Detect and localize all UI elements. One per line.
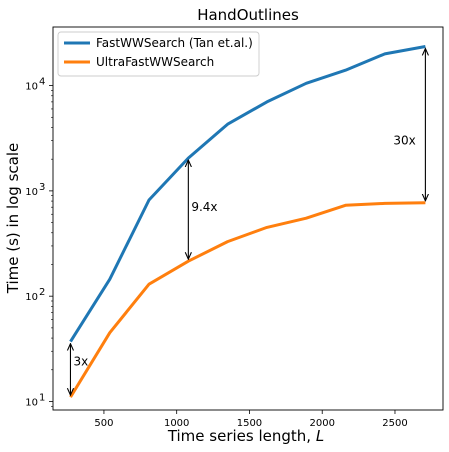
plot-frame <box>52 26 444 411</box>
x-tick-label: 2500 <box>382 418 407 429</box>
y-axis-label: Time (s) in log scale <box>4 143 22 295</box>
y-tick-exponent: 4 <box>39 77 45 88</box>
x-tick-label: 1000 <box>164 418 189 429</box>
annotation-label-0: 3x <box>73 354 88 368</box>
x-tick-label: 1500 <box>237 418 262 429</box>
y-tick-exponent: 2 <box>39 287 45 298</box>
x-axis-label: Time series length, L <box>167 427 324 445</box>
x-axis: 500 1000 1500 2000 2500 <box>94 410 408 429</box>
x-tick-label: 500 <box>94 418 113 429</box>
y-tick-label: 10 <box>25 397 38 408</box>
legend-label-ultrafastwwsearch: UltraFastWWSearch <box>96 55 214 69</box>
annotation-label-2: 30x <box>393 134 415 148</box>
series-line-0 <box>69 45 426 343</box>
y-tick-exponent: 1 <box>39 392 45 403</box>
y-tick-label: 10 <box>25 187 38 198</box>
legend-label-fastwwsearch: FastWWSearch (Tan et.al.) <box>96 36 253 50</box>
y-tick-exponent: 3 <box>39 182 45 193</box>
legend-box <box>57 31 260 77</box>
annotation-label-1: 9.4x <box>191 200 217 214</box>
legend: FastWWSearch (Tan et.al.) UltraFastWWSea… <box>57 31 260 77</box>
plot-area: 3x 9.4x 30x <box>69 45 426 398</box>
chart-title: HandOutlines <box>197 6 299 24</box>
series-line-1 <box>69 201 426 398</box>
y-tick-label: 10 <box>25 82 38 93</box>
y-tick-label: 10 <box>25 292 38 303</box>
x-tick-label: 2000 <box>309 418 334 429</box>
